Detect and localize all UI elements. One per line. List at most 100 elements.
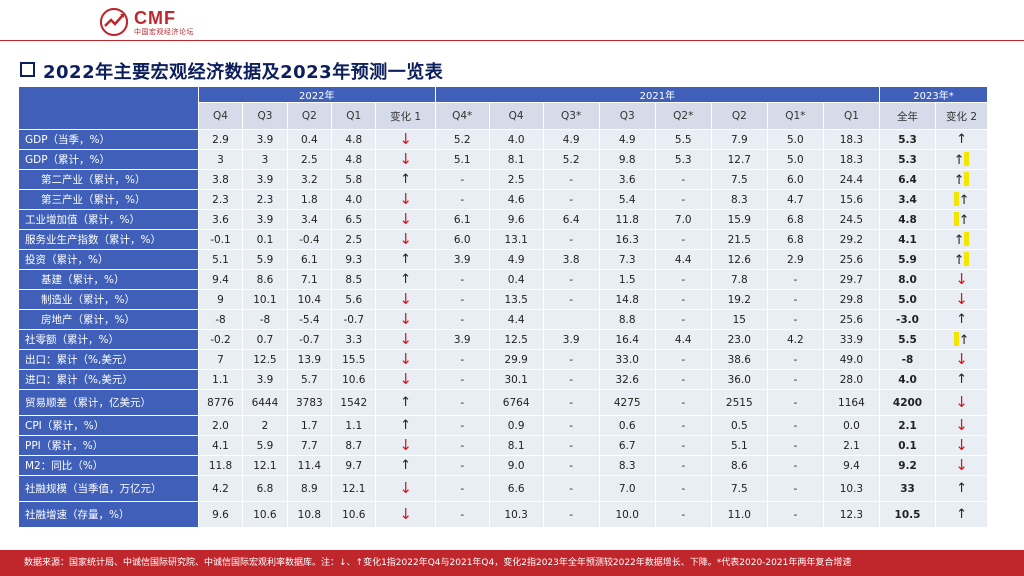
change-indicator: ↓ — [935, 435, 988, 456]
change-indicator: ↑ — [935, 309, 988, 330]
column-header: Q3 — [598, 102, 656, 130]
value-2021: 18.3 — [822, 129, 880, 150]
corner-cell — [18, 86, 199, 130]
value-2021: 4.9 — [488, 249, 544, 270]
row-label: 贸易顺差（累计，亿美元） — [18, 389, 199, 416]
row-label: 第三产业（累计，%） — [18, 189, 199, 210]
value-2021: 8.6 — [710, 455, 768, 476]
arrow-up-icon: ↑ — [953, 173, 965, 188]
value-2021: 12.3 — [822, 501, 880, 528]
value-2021: 7.9 — [710, 129, 768, 150]
value-2021: 25.6 — [822, 249, 880, 270]
table-row: 基建（累计，%） 9.4 8.6 7.1 8.5 ↑ -0.4-1.5-7.8-29.7 8.… — [18, 269, 988, 290]
arrow-down-icon: ↓ — [399, 479, 412, 497]
change-indicator: ↓ — [375, 435, 436, 456]
value-2021: 2.1 — [822, 435, 880, 456]
value-2021: 4.2 — [766, 329, 824, 350]
column-header: Q4 — [197, 102, 244, 130]
value-2022: 12.1 — [331, 475, 377, 502]
cmf-logo-icon — [100, 8, 128, 36]
value-2021: 3.6 — [598, 169, 656, 190]
column-header: Q3* — [542, 102, 600, 130]
value-2021: - — [766, 501, 824, 528]
change-indicator: ↑ — [935, 501, 988, 528]
value-2021: 9.6 — [488, 209, 544, 230]
arrow-up-icon: ↑ — [958, 193, 970, 208]
value-2021: 2.5 — [488, 169, 544, 190]
change-indicator: ↓ — [375, 129, 436, 150]
value-2022: 2.3 — [197, 189, 244, 210]
table-row: GDP（当季，%） 2.9 3.9 0.4 4.8 ↓ 5.2 4.0 4.9 4.9 5.5 7.9… — [18, 129, 988, 150]
value-2021: 6.7 — [598, 435, 656, 456]
value-2022: 3.3 — [331, 329, 377, 350]
value-2021: - — [766, 435, 824, 456]
value-2021: 4275 — [598, 389, 656, 416]
row-label: 服务业生产指数（累计，%） — [18, 229, 199, 250]
value-2022: 6444 — [242, 389, 288, 416]
header-divider — [0, 40, 1024, 41]
table-row: 第二产业（累计，%） 3.8 3.9 3.2 5.8 ↑ -2.5-3.6-7.5 6.0 24… — [18, 169, 988, 190]
value-2022: -8 — [197, 309, 244, 330]
value-2021: 5.5 — [654, 129, 712, 150]
value-2022: 8.9 — [286, 475, 333, 502]
value-2021: 6.8 — [766, 209, 824, 230]
value-2022: 3 — [242, 149, 288, 170]
value-2021: - — [654, 169, 712, 190]
value-2023-forecast: 4.1 — [878, 229, 937, 250]
value-2021: - — [654, 229, 712, 250]
value-2021: 8.3 — [598, 455, 656, 476]
change-indicator: ↓ — [375, 149, 436, 170]
value-2021: - — [434, 415, 490, 436]
column-header: 全年 — [878, 102, 937, 130]
value-2021: - — [654, 189, 712, 210]
arrow-up-icon: ↑ — [956, 507, 967, 522]
arrow-down-icon: ↓ — [955, 290, 968, 308]
table-row: 房地产（累计，%） -8 -8 -5.4 -0.7 ↓ -4.4 8.8-15-25.6 -3.… — [18, 309, 988, 330]
value-2021: - — [766, 475, 824, 502]
arrow-down-icon: ↓ — [955, 270, 968, 288]
table-row: 制造业（累计，%） 9 10.1 10.4 5.6 ↓ -13.5-14.8-19.2-29… — [18, 289, 988, 310]
value-2021: - — [434, 475, 490, 502]
yellow-bar-icon — [953, 332, 959, 346]
change-indicator: ↓ — [375, 309, 436, 330]
change-indicator: ↓ — [935, 349, 988, 370]
arrow-down-icon: ↓ — [399, 150, 412, 168]
arrow-up-icon: ↑ — [400, 272, 412, 287]
value-2022: 3 — [197, 149, 244, 170]
value-2021: - — [434, 169, 490, 190]
value-2022: 11.4 — [286, 455, 333, 476]
value-2021: 7.8 — [710, 269, 768, 290]
group-2022: 2022年 — [197, 86, 436, 103]
table-row: M2：同比（%） 11.8 12.1 11.4 9.7 ↑ -9.0-8.3-8.6-9.4… — [18, 455, 988, 476]
value-2021: 28.0 — [822, 369, 880, 390]
value-2021: - — [542, 455, 600, 476]
change-indicator: ↓ — [375, 501, 436, 528]
value-2023-forecast: 5.0 — [878, 289, 937, 310]
change-indicator: ↓ — [935, 455, 988, 476]
arrow-up-icon: ↑ — [956, 372, 967, 387]
arrow-down-icon: ↓ — [399, 210, 412, 228]
arrow-down-icon: ↓ — [399, 310, 412, 328]
change-indicator: ↓ — [935, 389, 988, 416]
change-indicator: ↑ — [375, 455, 436, 476]
value-2022: 2.3 — [242, 189, 288, 210]
value-2021: 23.0 — [710, 329, 768, 350]
footer-note: 数据来源：国家统计局、中诚信国际研究院、中诚信国际宏观利率数据库。注：↓、↑变化… — [0, 550, 1024, 576]
value-2022: 5.9 — [242, 435, 288, 456]
row-label: 进口：累计（%,美元） — [18, 369, 199, 390]
value-2021: 0.9 — [488, 415, 544, 436]
value-2021: 16.3 — [598, 229, 656, 250]
value-2021: 6.1 — [434, 209, 490, 230]
table-row: PPI（累计，%） 4.1 5.9 7.7 8.7 ↓ -8.1-6.7-5.1-2.1 0.… — [18, 435, 988, 456]
yellow-bar-icon — [953, 212, 959, 226]
value-2021: - — [434, 269, 490, 290]
value-2021: - — [434, 189, 490, 210]
row-label: 基建（累计，%） — [18, 269, 199, 290]
column-header: Q1 — [331, 102, 377, 130]
value-2021: - — [654, 349, 712, 370]
column-header: Q2 — [286, 102, 333, 130]
value-2022: 3.4 — [286, 209, 333, 230]
arrow-down-icon: ↓ — [955, 416, 968, 434]
value-2021: 8.1 — [488, 149, 544, 170]
value-2023-forecast: 5.5 — [878, 329, 937, 350]
